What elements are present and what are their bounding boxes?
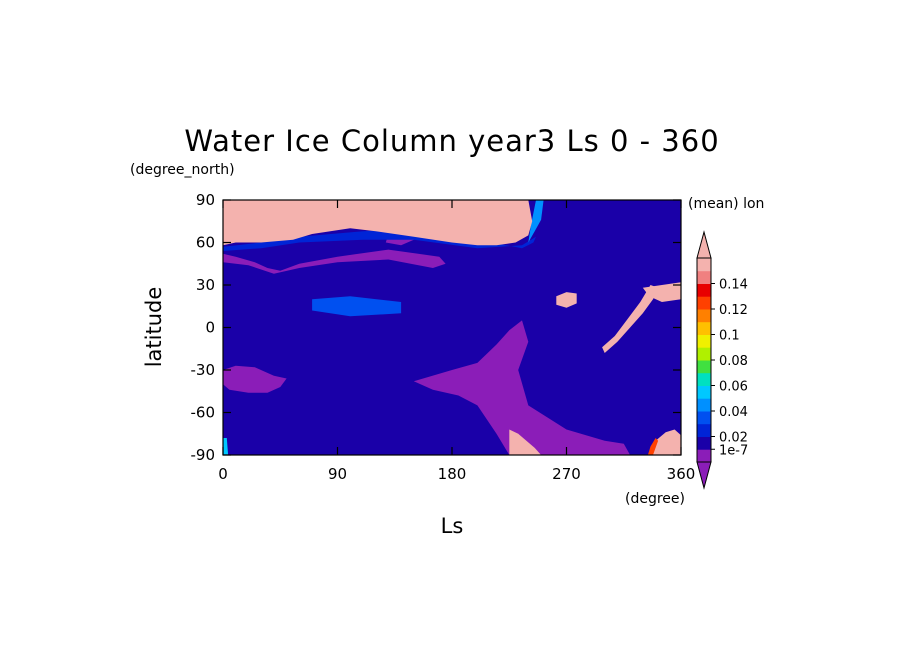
colorbar-segment [697,321,711,335]
colorbar-extend-bottom [696,461,712,490]
heatmap-cell-cap-edge-cyan [528,200,544,243]
colorbar-segment [697,270,711,284]
colorbar-segment [697,296,711,310]
y-tick-label: -30 [191,361,216,379]
y-axis-label: latitude [142,287,166,368]
colorbar-segment [697,283,711,297]
colorbar-label: 0.02 [719,431,748,446]
heatmap-cell-east-cap [642,282,681,302]
heatmap-cell-cap-edge [223,228,536,251]
heatmap-cell-mid-band [312,296,402,317]
y-tick-label: -90 [191,446,216,464]
x-axis-unit: (degree) [625,491,685,507]
heatmap-cell-purple-south-low [223,365,287,393]
heatmap-cell-left-spot [223,438,229,455]
colorbar-label: 0.04 [719,405,748,420]
colorbar-segment [697,334,711,348]
colorbar-label: 0.08 [719,354,748,369]
heatmap-cell-purple-north [223,249,446,274]
y-tick-label: 60 [196,234,215,252]
colorbar-extend-top [696,230,712,259]
heatmap-plot-area [223,200,681,455]
colorbar-segment [697,385,711,399]
colorbar-label: 0.14 [719,278,748,293]
y-axis-ticks: 90 60 30 0 -30 -60 -90 [191,191,681,464]
x-axis-label: Ls [441,514,464,538]
y-tick-label: 0 [205,319,215,337]
x-tick-label: 360 [667,465,696,483]
x-tick-label: 90 [328,465,347,483]
heatmap-cell-north-cap [223,200,533,246]
heatmap-cell-purple-south [413,320,631,455]
colorbar-label: 0.1 [719,329,740,344]
colorbar-label: 0.06 [719,380,748,395]
colorbar-segment [697,372,711,386]
heatmap-cell-diagonal-streak [602,285,659,353]
colorbar-segment [697,411,711,425]
y-tick-label: 30 [196,276,215,294]
colorbar-segment [697,449,711,463]
colorbar-segment [697,258,711,272]
colorbar-segment [697,423,711,437]
colorbar-label: 1e-7 [719,443,748,458]
chart-title: Water Ice Column year3 Ls 0 - 360 [184,124,719,158]
heatmap-cell-north-patch [556,292,577,308]
x-tick-label: 0 [218,465,228,483]
colorbar-segment [697,309,711,323]
colorbar-label: 0.12 [719,303,748,318]
heatmap-cell-south-cap-edge [647,438,659,455]
heatmap-cell-south-cap-east [649,429,681,455]
heatmap-cell-south-cap [509,429,542,455]
y-axis-unit: (degree_north) [130,162,235,178]
colorbar-segment [697,347,711,361]
y-tick-label: 90 [196,191,215,209]
x-axis-ticks: 0 90 180 270 360 [218,200,695,483]
colorbar-segment [697,398,711,412]
x-tick-label: 180 [438,465,467,483]
colorbar-note: (mean) lon [688,196,764,212]
y-tick-label: -60 [191,404,216,422]
colorbar-segment [697,360,711,374]
colorbar-segment [697,436,711,450]
x-tick-label: 270 [552,465,581,483]
